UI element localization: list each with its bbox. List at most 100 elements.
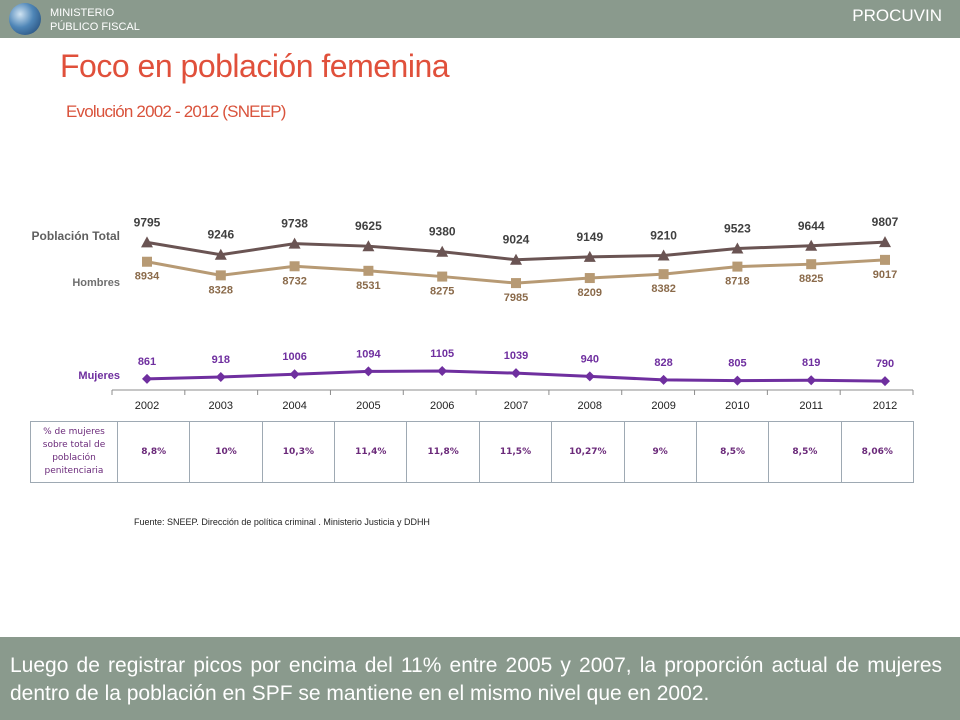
- series-label-hombres: Hombres: [72, 277, 120, 289]
- value-label-total-2012: 9807: [872, 215, 899, 229]
- mujeres-marker-2003: [215, 372, 226, 383]
- value-label-hombres-2006: 8275: [430, 286, 454, 298]
- x-tick-label-2008: 2008: [578, 400, 602, 412]
- series-label-total: Población Total: [32, 229, 120, 243]
- value-label-hombres-2008: 8209: [578, 287, 602, 299]
- percentage-table: % de mujeres sobre total de población pe…: [30, 421, 915, 483]
- mujeres-marker-2008: [584, 371, 595, 382]
- value-label-total-2006: 9380: [429, 225, 456, 239]
- mujeres-marker-2010: [732, 375, 743, 386]
- x-tick-label-2011: 2011: [799, 400, 823, 412]
- hombres-marker-2009: [658, 269, 669, 280]
- brand-label: PROCUVIN: [852, 6, 942, 25]
- total-marker-2007: [510, 253, 522, 265]
- total-marker-2005: [362, 240, 375, 252]
- percentage-cell-2004: 10,3%: [261, 421, 336, 483]
- value-label-mujeres-2011: 819: [802, 357, 820, 369]
- mujeres-marker-2002: [142, 373, 152, 384]
- x-tick-label-2004: 2004: [282, 400, 306, 412]
- percentage-cell-2007: 11,5%: [478, 421, 553, 483]
- value-label-mujeres-2007: 1039: [504, 350, 528, 362]
- value-label-mujeres-2003: 918: [212, 354, 230, 366]
- percentage-cell-2008: 10,27%: [551, 421, 625, 483]
- value-label-total-2007: 9024: [503, 233, 530, 247]
- mujeres-marker-2004: [289, 369, 300, 380]
- organization-line-1: MINISTERIO: [50, 7, 115, 19]
- x-tick-label-2006: 2006: [430, 400, 454, 412]
- value-label-mujeres-2008: 940: [581, 353, 599, 365]
- ministerio-logo-icon: [9, 3, 41, 35]
- value-label-total-2011: 9644: [798, 219, 825, 233]
- value-label-mujeres-2004: 1006: [282, 351, 306, 363]
- value-label-mujeres-2010: 805: [728, 358, 746, 370]
- mujeres-marker-2005: [363, 366, 374, 377]
- total-marker-2010: [731, 242, 744, 254]
- header-bar: MINISTERIO PÚBLICO FISCAL PROCUVIN: [0, 0, 960, 38]
- percentage-row: % de mujeres sobre total de población pe…: [30, 421, 915, 483]
- total-marker-2003: [214, 248, 227, 260]
- organization-line-2: PÚBLICO FISCAL: [50, 21, 140, 33]
- page-subtitle: Evolución 2002 - 2012 (SNEEP): [66, 102, 286, 121]
- percentage-cell-2003: 10%: [189, 421, 263, 483]
- value-label-hombres-2010: 8718: [725, 276, 749, 288]
- value-label-total-2002: 9795: [134, 215, 161, 229]
- footer-bar: [0, 637, 960, 720]
- population-line-chart: 2002 2003 2004 2005 2006 2007 2008 2009 2010 2011…: [32, 215, 914, 412]
- value-label-total-2008: 9149: [576, 230, 603, 244]
- value-label-hombres-2004: 8732: [282, 275, 306, 287]
- value-label-hombres-2007: 7985: [504, 292, 528, 304]
- percentage-cell-2012: 8,06%: [840, 421, 915, 483]
- hombres-marker-2007: [511, 278, 521, 289]
- x-tick-label-2005: 2005: [356, 400, 380, 412]
- total-marker-2012: [879, 236, 891, 248]
- value-label-hombres-2009: 8382: [651, 283, 675, 295]
- mujeres-marker-2012: [880, 376, 890, 387]
- hombres-marker-2003: [215, 270, 226, 281]
- x-tick-label-2003: 2003: [209, 400, 233, 412]
- total-marker-2002: [141, 236, 153, 248]
- x-tick-label-2010: 2010: [725, 400, 749, 412]
- value-label-mujeres-2002: 861: [138, 356, 156, 368]
- value-label-total-2009: 9210: [650, 229, 677, 243]
- x-tick-label-2009: 2009: [651, 400, 675, 412]
- mujeres-marker-2006: [437, 366, 448, 377]
- series-label-mujeres: Mujeres: [78, 370, 120, 382]
- total-marker-2004: [288, 237, 301, 249]
- percentage-cell-2005: 11,4%: [334, 421, 408, 483]
- hombres-marker-2005: [363, 265, 374, 276]
- total-marker-2009: [657, 249, 670, 261]
- total-marker-2011: [805, 239, 818, 251]
- hombres-marker-2010: [732, 261, 743, 272]
- x-tick-label-2002: 2002: [135, 400, 159, 412]
- mujeres-marker-2011: [806, 375, 817, 386]
- percentage-cell-2010: 8,5%: [695, 421, 770, 483]
- hombres-marker-2008: [584, 273, 595, 284]
- value-label-hombres-2012: 9017: [873, 269, 897, 281]
- hombres-marker-2006: [437, 271, 448, 282]
- x-tick-label-2007: 2007: [504, 400, 528, 412]
- hombres-marker-2011: [806, 259, 817, 270]
- value-label-hombres-2011: 8825: [799, 273, 823, 285]
- value-label-mujeres-2009: 828: [654, 357, 672, 369]
- source-note: Fuente: SNEEP. Dirección de política cri…: [134, 517, 430, 527]
- value-label-hombres-2002: 8934: [135, 271, 160, 283]
- page-title: Foco en población femenina: [60, 48, 450, 84]
- mujeres-marker-2007: [511, 368, 521, 379]
- percentage-cell-2011: 8,5%: [768, 421, 842, 483]
- value-label-hombres-2005: 8531: [356, 280, 380, 292]
- value-label-total-2010: 9523: [724, 221, 751, 235]
- value-label-total-2004: 9738: [281, 217, 308, 231]
- percentage-cell-2006: 11,8%: [406, 421, 480, 483]
- hombres-marker-2002: [142, 256, 152, 267]
- total-marker-2006: [436, 245, 449, 257]
- value-label-total-2005: 9625: [355, 219, 382, 233]
- mujeres-marker-2009: [658, 374, 669, 385]
- percentage-cell-2009: 9%: [623, 421, 697, 483]
- hombres-marker-2012: [880, 254, 890, 265]
- total-marker-2008: [583, 250, 596, 262]
- value-label-total-2003: 9246: [207, 228, 234, 242]
- value-label-hombres-2003: 8328: [209, 284, 233, 296]
- hombres-marker-2004: [289, 261, 300, 272]
- x-tick-label-2012: 2012: [873, 400, 897, 412]
- percentage-row-label: % de mujeres sobre total de población pe…: [30, 421, 118, 483]
